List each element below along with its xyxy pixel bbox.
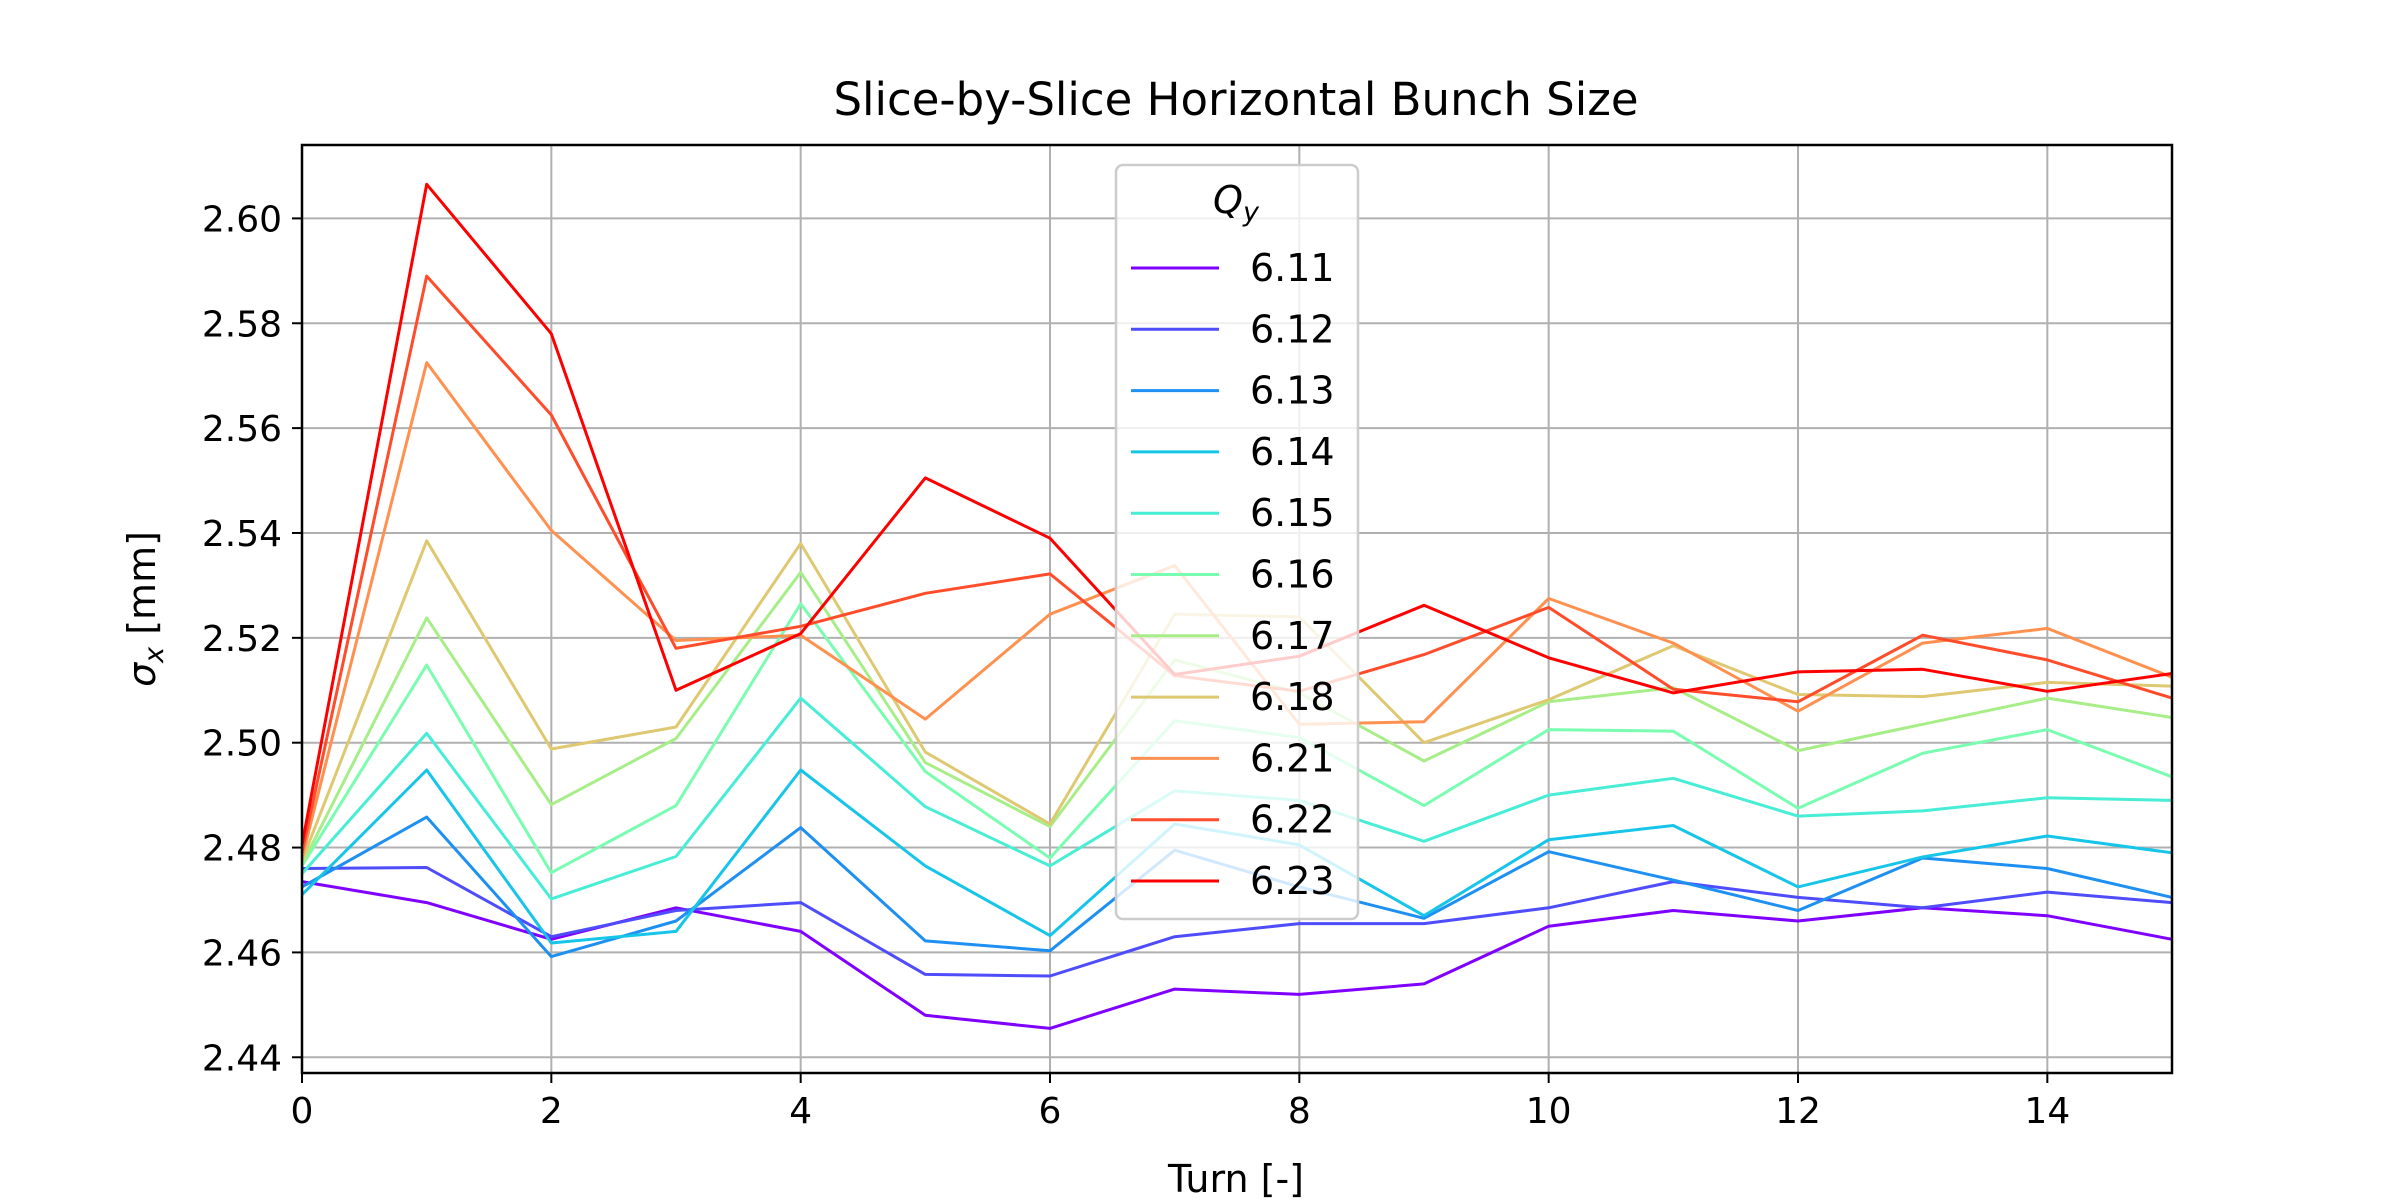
y-tick-label: 2.56 <box>202 409 282 450</box>
legend-label-6.18: 6.18 <box>1250 675 1335 719</box>
y-tick-label: 2.48 <box>202 829 282 870</box>
y-axis-label: σx [mm] <box>120 531 170 687</box>
x-tick-label: 8 <box>1288 1091 1311 1132</box>
legend-title-symbol: Q <box>1213 178 1243 222</box>
legend-box <box>1114 163 1360 921</box>
legend-label-6.22: 6.22 <box>1250 798 1335 842</box>
x-tick-label: 0 <box>291 1091 314 1132</box>
legend-label-6.12: 6.12 <box>1250 307 1335 351</box>
x-tick-label: 10 <box>1526 1091 1572 1132</box>
axis-ticks: 0 2 4 6 8 10 12 14 2.44 2.46 2.48 2.50 2.52 2.54 2.56 2… <box>202 199 2070 1132</box>
x-axis-label: Turn [-] <box>1167 1157 1304 1200</box>
legend-label-6.14: 6.14 <box>1250 430 1335 474</box>
legend-label-6.15: 6.15 <box>1250 491 1335 535</box>
legend-items: 6.11 6.12 6.13 6.14 6.15 6.16 6.17 6.18 6.21 6.22… <box>1131 246 1335 903</box>
legend-label-6.16: 6.16 <box>1250 553 1335 597</box>
x-tick-label: 6 <box>1039 1091 1062 1132</box>
plot-frame <box>300 143 2174 1075</box>
x-tick-label: 4 <box>789 1091 812 1132</box>
y-tick-label: 2.44 <box>202 1038 282 1079</box>
y-tick-label: 2.46 <box>202 933 282 974</box>
x-tick-label: 12 <box>1775 1091 1821 1132</box>
y-tick-label: 2.54 <box>202 514 282 555</box>
legend-label-6.21: 6.21 <box>1250 736 1335 780</box>
legend: Qy 6.116.126.136.146.156.166.176.186.216… <box>1114 163 1360 921</box>
y-tick-label: 2.60 <box>202 199 282 240</box>
y-tick-label: 2.58 <box>202 304 282 345</box>
y-axis-label-subscript: x <box>139 646 170 664</box>
chart-title: Slice-by-Slice Horizontal Bunch Size <box>833 73 1638 126</box>
y-axis-label-unit: [mm] <box>120 531 164 647</box>
x-tick-label: 2 <box>540 1091 563 1132</box>
legend-label-6.11: 6.11 <box>1250 246 1335 290</box>
series-line-6.12 <box>301 866 2173 978</box>
legend-label-6.13: 6.13 <box>1250 369 1335 413</box>
y-axis-label-symbol: σ <box>120 661 164 687</box>
legend-label-6.23: 6.23 <box>1250 859 1335 903</box>
x-tick-label: 14 <box>2024 1091 2070 1132</box>
y-tick-label: 2.52 <box>202 619 282 660</box>
legend-title: Qy <box>1213 178 1260 228</box>
legend-label-6.17: 6.17 <box>1250 614 1335 658</box>
y-tick-label: 2.50 <box>202 724 282 765</box>
legend-title-subscript: y <box>1242 197 1260 228</box>
